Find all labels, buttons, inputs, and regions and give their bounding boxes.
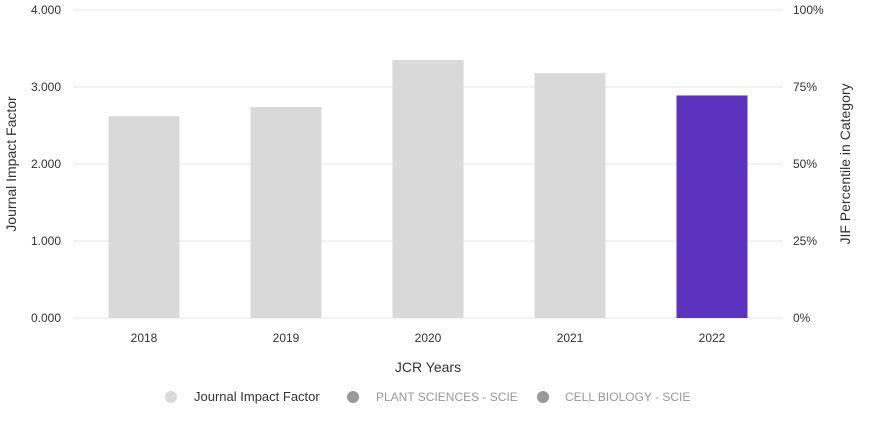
legend-label-journal-impact-factor: Journal Impact Factor bbox=[194, 389, 320, 404]
y-tick-label: 0.000 bbox=[31, 311, 61, 325]
legend-item-cell-biology[interactable]: CELL BIOLOGY - SCIE bbox=[537, 390, 690, 404]
y2-tick-label: 100% bbox=[793, 3, 824, 17]
legend-label-cell-biology: CELL BIOLOGY - SCIE bbox=[565, 390, 690, 404]
legend-label-plant-sciences: PLANT SCIENCES - SCIE bbox=[376, 390, 518, 404]
x-tick-label: 2019 bbox=[273, 331, 300, 345]
y2-tick-label: 0% bbox=[793, 311, 811, 325]
bar-2020[interactable] bbox=[392, 60, 464, 319]
x-axis-label: JCR Years bbox=[395, 359, 461, 375]
bars bbox=[108, 60, 748, 319]
y-tick-label: 3.000 bbox=[31, 80, 61, 94]
y-axis-label: Journal Impact Factor bbox=[3, 96, 19, 232]
legend-marker-plant-sciences bbox=[347, 391, 359, 403]
x-axis-ticks: 2018 2019 2020 2021 2022 bbox=[131, 331, 726, 345]
legend-item-plant-sciences[interactable]: PLANT SCIENCES - SCIE bbox=[347, 390, 518, 404]
y2-axis-label: JIF Percentile in Category bbox=[837, 83, 853, 244]
y2-axis-ticks: 0% 25% 50% 75% 100% bbox=[793, 3, 824, 325]
y-axis-ticks: 0.000 1.000 2.000 3.000 4.000 bbox=[31, 3, 61, 325]
legend-marker-journal-impact-factor bbox=[165, 391, 177, 403]
bar-2022[interactable] bbox=[676, 95, 748, 318]
y2-tick-label: 25% bbox=[793, 234, 817, 248]
bar-2018[interactable] bbox=[108, 116, 180, 318]
legend-marker-cell-biology bbox=[537, 391, 549, 403]
bar-2021[interactable] bbox=[534, 73, 606, 318]
y2-tick-label: 50% bbox=[793, 157, 817, 171]
bar-2019[interactable] bbox=[250, 107, 322, 319]
y-tick-label: 4.000 bbox=[31, 3, 61, 17]
x-tick-label: 2020 bbox=[415, 331, 442, 345]
y-tick-label: 2.000 bbox=[31, 157, 61, 171]
y-tick-label: 1.000 bbox=[31, 234, 61, 248]
legend-item-journal-impact-factor[interactable]: Journal Impact Factor bbox=[165, 389, 320, 404]
x-tick-label: 2021 bbox=[557, 331, 584, 345]
legend: Journal Impact Factor PLANT SCIENCES - S… bbox=[165, 389, 690, 404]
x-tick-label: 2018 bbox=[131, 331, 158, 345]
x-tick-label: 2022 bbox=[699, 331, 726, 345]
y2-tick-label: 75% bbox=[793, 80, 817, 94]
